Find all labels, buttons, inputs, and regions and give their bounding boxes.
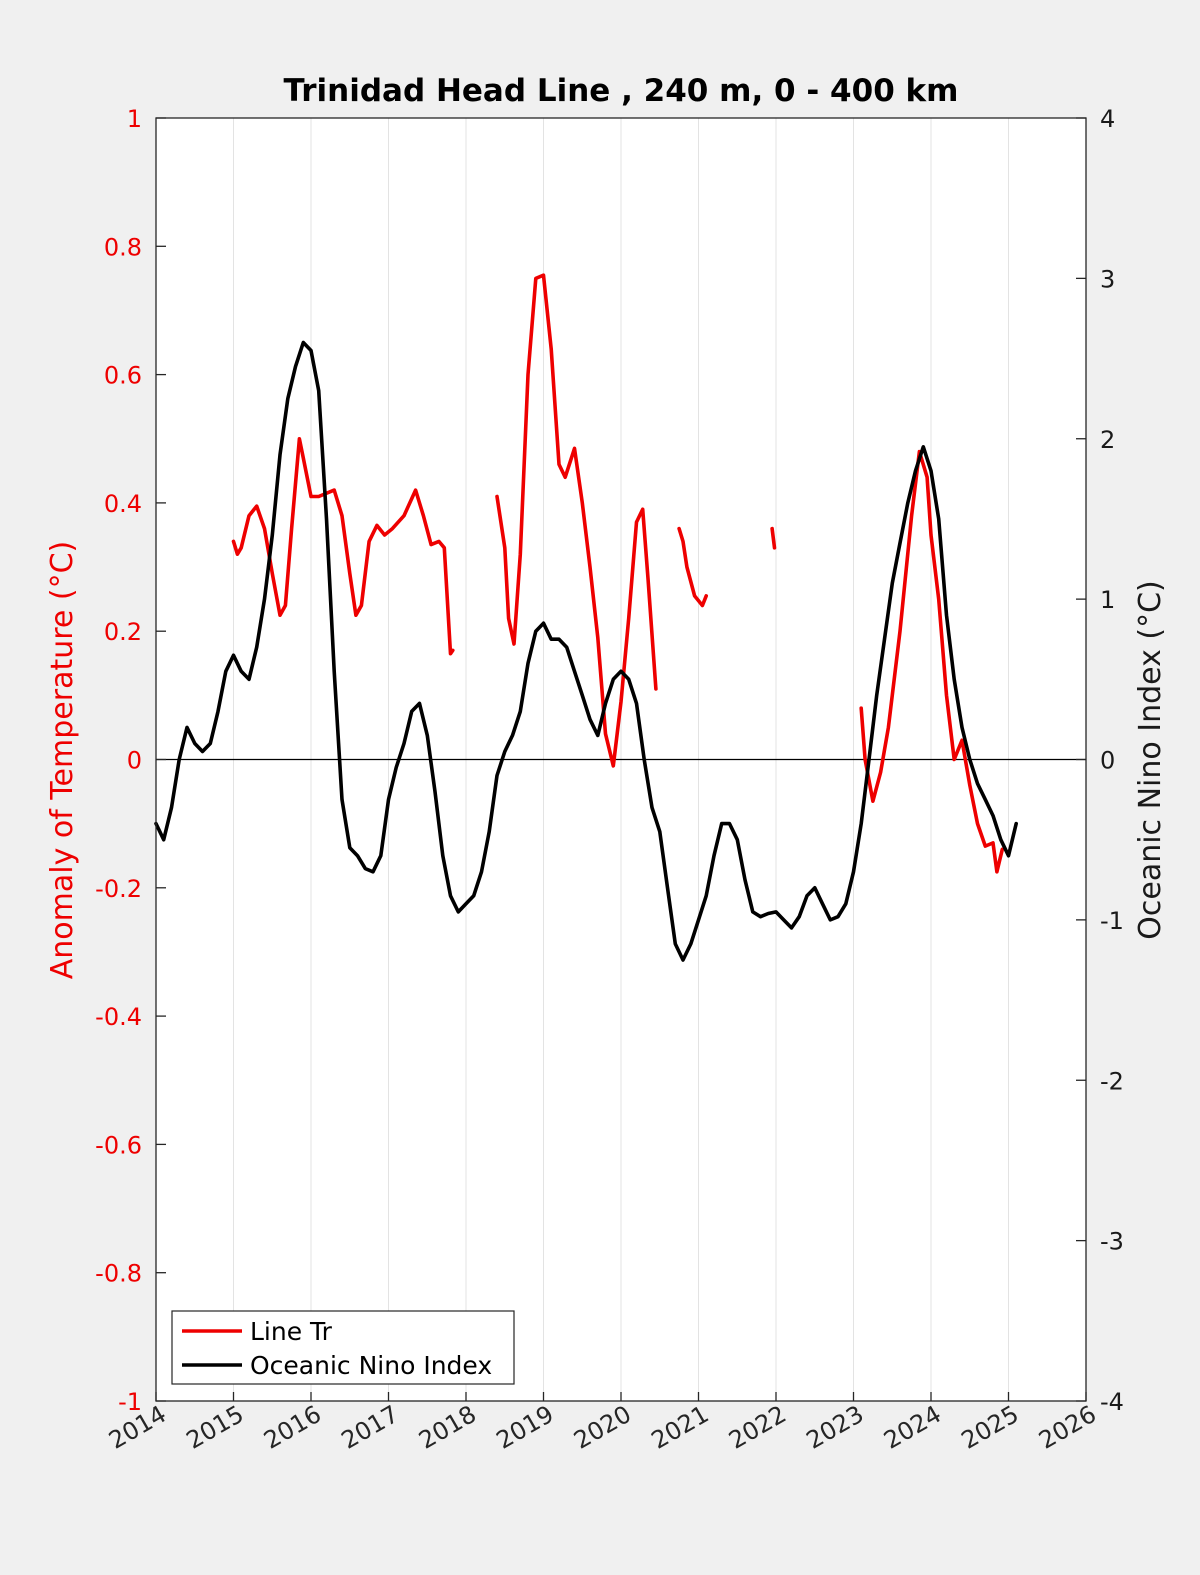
x-tick-label: 2024 bbox=[879, 1400, 946, 1455]
x-tick-label: 2026 bbox=[1034, 1400, 1101, 1455]
series-line-tr-segment-3 bbox=[770, 526, 777, 550]
y-right-tick-label: 4 bbox=[1100, 105, 1115, 133]
y-right-tick-label: 1 bbox=[1100, 586, 1115, 614]
y-left-tick-label: -0.8 bbox=[95, 1260, 142, 1288]
series-layer bbox=[154, 273, 1018, 962]
legend-label-oni: Oceanic Nino Index bbox=[250, 1351, 492, 1380]
legend-label-line-tr: Line Tr bbox=[250, 1317, 333, 1346]
y-right-tick-label: -3 bbox=[1100, 1228, 1124, 1256]
x-tick-label: 2023 bbox=[802, 1400, 869, 1455]
y-right-tick-label: 3 bbox=[1100, 265, 1115, 293]
y-right-tick-label: -4 bbox=[1100, 1388, 1124, 1416]
y-axis-right-label: Oceanic Nino Index (°C) bbox=[1133, 580, 1168, 940]
x-tick-label: 2022 bbox=[724, 1400, 791, 1455]
series-line-tr-segment-0 bbox=[231, 437, 455, 656]
series-line-tr-segment-2 bbox=[677, 526, 708, 608]
legend-box bbox=[171, 1310, 515, 1385]
x-tick-label: 2017 bbox=[337, 1400, 404, 1455]
y-left-tick-label: 0 bbox=[127, 747, 142, 775]
y-axis-left-label: Anomaly of Temperature (°C) bbox=[45, 541, 80, 980]
y-left-tick-label: 0.2 bbox=[104, 618, 142, 646]
y-left-tick-label: 0.4 bbox=[104, 490, 142, 518]
y-left-tick-label: -1 bbox=[118, 1388, 142, 1416]
x-tick-label: 2015 bbox=[182, 1400, 249, 1455]
x-tick-label: 2016 bbox=[259, 1400, 326, 1455]
y-left-tick-label: -0.4 bbox=[95, 1003, 142, 1031]
y-right-tick-label: 2 bbox=[1100, 426, 1115, 454]
x-tick-label: 2018 bbox=[414, 1400, 481, 1455]
series-line-tr-segment-4 bbox=[859, 449, 1005, 874]
chart-title: Trinidad Head Line , 240 m, 0 - 400 km bbox=[284, 73, 959, 109]
y-left-tick-label: -0.6 bbox=[95, 1131, 142, 1159]
y-right-tick-label: 0 bbox=[1100, 747, 1115, 775]
y-left-tick-label: 0.6 bbox=[104, 362, 142, 390]
y-left-tick-label: 1 bbox=[127, 105, 142, 133]
series-oni-segment-0 bbox=[154, 340, 1018, 962]
legend: Line Tr Oceanic Nino Index bbox=[171, 1310, 515, 1385]
x-tick-label: 2021 bbox=[647, 1400, 714, 1455]
x-tick-label: 2019 bbox=[492, 1400, 559, 1455]
x-tick-label: 2025 bbox=[957, 1400, 1024, 1455]
y-left-tick-label: 0.8 bbox=[104, 233, 142, 261]
x-tick-label: 2020 bbox=[569, 1400, 636, 1455]
y-right-tick-label: -1 bbox=[1100, 907, 1124, 935]
y-right-tick-label: -2 bbox=[1100, 1067, 1124, 1095]
y-left-tick-label: -0.2 bbox=[95, 875, 142, 903]
series-line-tr-segment-1 bbox=[495, 273, 658, 768]
